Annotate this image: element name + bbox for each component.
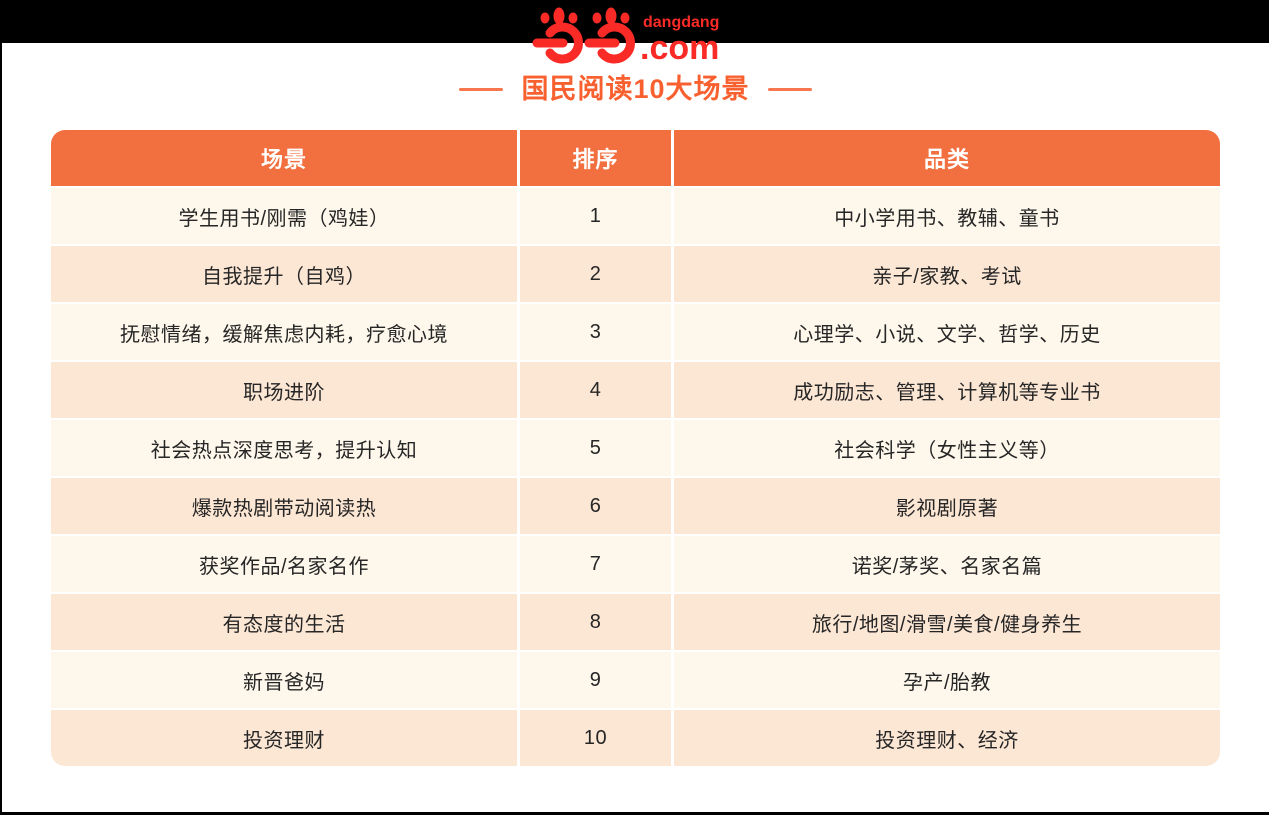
cell-scene-6: 爆款热剧带动阅读热 xyxy=(51,478,517,534)
cell-rank-7: 7 xyxy=(520,536,671,592)
reading-scenes-table: 场景 排序 品类 学生用书/刚需（鸡娃） 1 中小学用书、教辅、童书 自我提升（… xyxy=(51,130,1220,766)
title-left-dash xyxy=(459,87,504,91)
cell-scene-10: 投资理财 xyxy=(51,710,517,766)
cell-category-10: 投资理财、经济 xyxy=(674,710,1220,766)
cell-category-7: 诺奖/茅奖、名家名篇 xyxy=(674,536,1220,592)
title-right-dash xyxy=(767,87,812,91)
cell-category-6: 影视剧原著 xyxy=(674,478,1220,534)
col-header-category: 品类 xyxy=(674,130,1220,186)
cell-category-9: 孕产/胎教 xyxy=(674,652,1220,708)
col-header-scene: 场景 xyxy=(51,130,517,186)
cell-rank-5: 5 xyxy=(520,420,671,476)
cell-category-5: 社会科学（女性主义等） xyxy=(674,420,1220,476)
cell-rank-1: 1 xyxy=(520,188,671,244)
cell-rank-9: 9 xyxy=(520,652,671,708)
cell-rank-6: 6 xyxy=(520,478,671,534)
cell-scene-8: 有态度的生活 xyxy=(51,594,517,650)
cell-rank-3: 3 xyxy=(520,304,671,360)
cell-scene-7: 获奖作品/名家名作 xyxy=(51,536,517,592)
page-card: 国民阅读10大场景 场景 排序 品类 学生用书/刚需（鸡娃） 1 中小学用书、教… xyxy=(2,43,1269,812)
page-title-row: 国民阅读10大场景 xyxy=(2,75,1269,103)
cell-scene-4: 职场进阶 xyxy=(51,362,517,418)
cell-category-3: 心理学、小说、文学、哲学、历史 xyxy=(674,304,1220,360)
cell-category-4: 成功励志、管理、计算机等专业书 xyxy=(674,362,1220,418)
page-title: 国民阅读10大场景 xyxy=(521,74,750,104)
cell-rank-2: 2 xyxy=(520,246,671,302)
logo-domain-text: .com xyxy=(640,29,719,64)
logo-brand-text: dangdang xyxy=(643,14,719,31)
cell-scene-2: 自我提升（自鸡） xyxy=(51,246,517,302)
header-logo: .com dangdang xyxy=(0,6,1269,64)
cell-rank-10: 10 xyxy=(520,710,671,766)
cell-category-2: 亲子/家教、考试 xyxy=(674,246,1220,302)
cell-scene-3: 抚慰情绪，缓解焦虑内耗，疗愈心境 xyxy=(51,304,517,360)
cell-rank-8: 8 xyxy=(520,594,671,650)
col-header-rank: 排序 xyxy=(520,130,671,186)
cell-scene-1: 学生用书/刚需（鸡娃） xyxy=(51,188,517,244)
cell-category-1: 中小学用书、教辅、童书 xyxy=(674,188,1220,244)
cell-scene-5: 社会热点深度思考，提升认知 xyxy=(51,420,517,476)
cell-scene-9: 新晋爸妈 xyxy=(51,652,517,708)
cell-category-8: 旅行/地图/滑雪/美食/健身养生 xyxy=(674,594,1220,650)
cell-rank-4: 4 xyxy=(520,362,671,418)
dangdang-logo-icon: .com dangdang xyxy=(532,7,719,64)
